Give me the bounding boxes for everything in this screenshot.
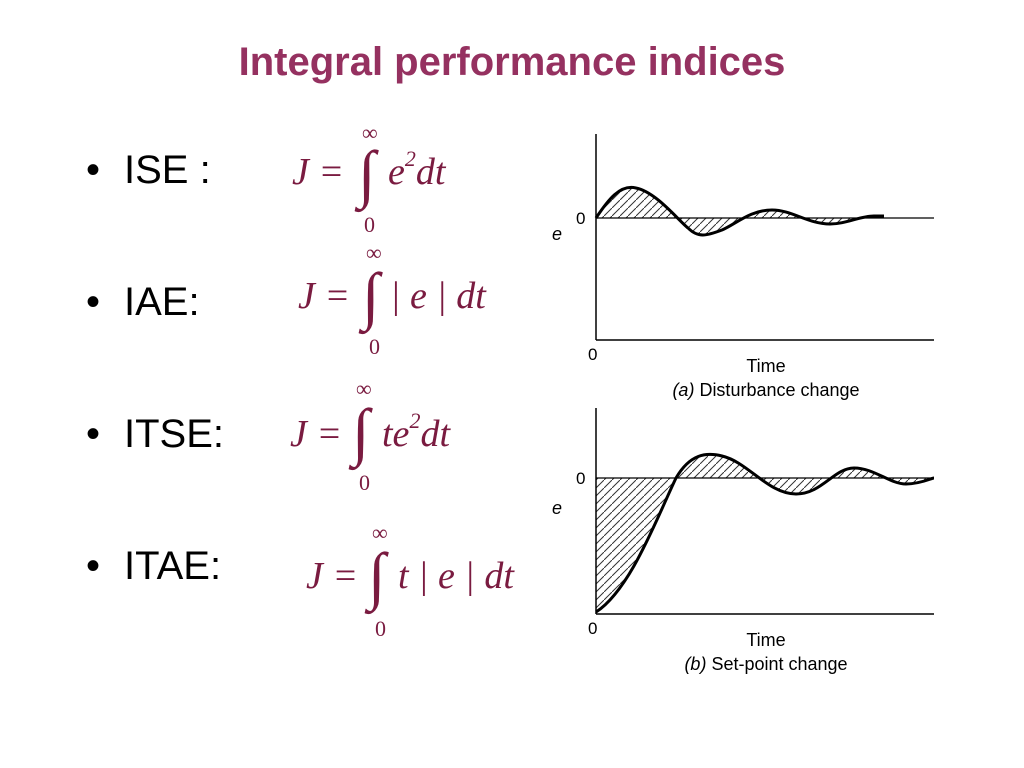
integral-sign: ∫ [362,260,380,331]
lower-limit: 0 [364,212,375,237]
bullet-label: IAE: [124,280,200,324]
x-axis-label: Time [746,630,785,650]
x-axis-label: Time [746,356,785,376]
slide-title: Integral performance indices [238,40,786,84]
zero-label: 0 [576,209,585,228]
bullet-icon: • [86,544,101,588]
zero-label: 0 [576,469,585,488]
upper-limit: ∞ [362,120,378,145]
response-curve [595,452,935,614]
bullet-icon: • [86,280,101,324]
formula-lhs: J = [290,413,343,455]
origin-label: 0 [588,345,597,364]
upper-limit: ∞ [366,240,382,265]
lower-limit: 0 [369,334,380,359]
integrand: te2dt [382,408,450,455]
integral-sign: ∫ [358,138,376,209]
integrand: t | e | dt [398,555,514,597]
bullet-icon: • [86,412,101,456]
upper-limit: ∞ [356,376,372,401]
upper-limit: ∞ [372,520,388,545]
figure-disturbance-response: 0 e 0 Time (a) Disturbance change [552,134,934,400]
integrand: | e | dt [390,275,486,317]
formula-lhs: J = [292,151,345,193]
error-area-hatched [596,187,874,235]
bullet-ise: • ISE : [86,148,211,193]
bullet-iae: • IAE: [86,280,200,325]
bullet-label: ITSE: [124,412,225,456]
bullet-label: ITAE: [124,544,222,588]
lower-limit: 0 [359,470,370,495]
bullet-itae: • ITAE: [86,544,221,589]
bullet-itse: • ITSE: [86,412,224,457]
origin-label: 0 [588,619,597,638]
integral-sign: ∫ [368,540,386,611]
lower-limit: 0 [375,616,386,641]
response-curve [594,185,884,237]
formula-lhs: J = [306,555,359,597]
integrand: e2dt [388,146,446,193]
caption: (b) Set-point change [684,654,847,674]
caption: (a) Disturbance change [672,380,859,400]
figure-setpoint-response: 0 e 0 Time (b) Set-point change [552,408,935,674]
formula-lhs: J = [298,275,351,317]
integral-sign: ∫ [352,396,370,467]
y-axis-label: e [552,498,562,518]
y-axis-label: e [552,224,562,244]
bullet-icon: • [86,148,101,192]
bullet-label: ISE : [124,148,211,192]
